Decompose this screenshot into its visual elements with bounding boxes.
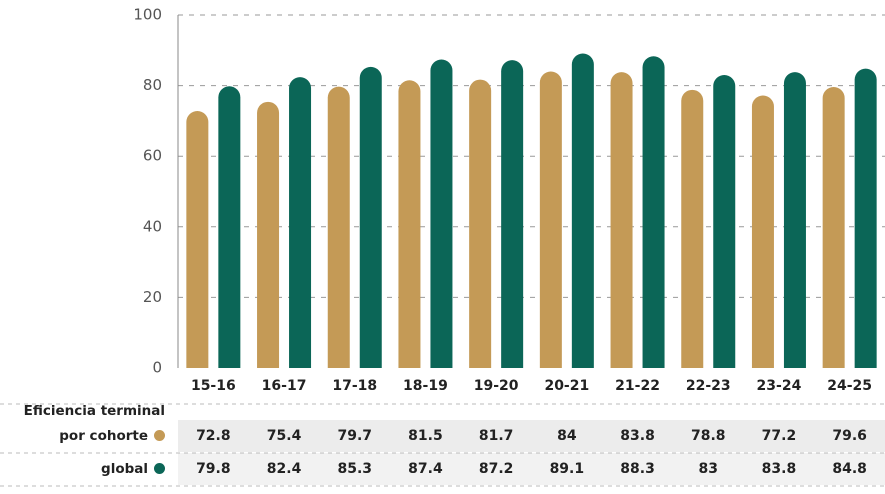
bar	[681, 89, 704, 368]
legend-label: Eficiencia terminal por cohorte	[23, 402, 165, 444]
table-row-bg	[178, 453, 885, 485]
y-tick-label: 60	[143, 147, 162, 165]
x-tick-label: 22-23	[686, 378, 731, 394]
bar	[713, 75, 736, 368]
table-value: 79.7	[337, 428, 372, 444]
table-row-bg	[178, 420, 885, 452]
y-tick-label: 100	[133, 6, 162, 24]
bar	[751, 95, 774, 368]
table-value: 83.8	[620, 428, 655, 444]
table-value: 72.8	[196, 428, 231, 444]
x-tick-label: 19-20	[474, 378, 519, 394]
y-tick-label: 40	[143, 217, 162, 235]
x-tick-label: 18-19	[403, 378, 448, 394]
bar	[610, 72, 633, 368]
table-value: 83.8	[762, 461, 797, 477]
table-value: 79.6	[832, 428, 867, 444]
bar	[822, 87, 845, 369]
x-tick-label: 16-17	[262, 378, 307, 394]
bar	[218, 86, 241, 369]
x-tick-label: 21-22	[615, 378, 660, 394]
bar	[571, 53, 594, 369]
table-value: 87.4	[408, 461, 443, 477]
table-value: 84.8	[832, 461, 867, 477]
legend-dot	[154, 462, 165, 474]
bar	[257, 101, 280, 368]
x-tick-label: 20-21	[544, 378, 589, 394]
x-tick-label: 17-18	[332, 378, 377, 394]
bar	[854, 68, 877, 368]
bar	[642, 56, 665, 369]
y-tick-label: 0	[152, 359, 162, 377]
table-value: 78.8	[691, 428, 726, 444]
bar	[327, 86, 350, 368]
bar	[186, 111, 209, 369]
table-value: 81.5	[408, 428, 443, 444]
table-value: 89.1	[550, 461, 585, 477]
table-value: 77.2	[762, 428, 797, 444]
table-value: 82.4	[267, 461, 302, 477]
x-tick-label: 23-24	[757, 378, 802, 394]
legend-entry: global	[0, 457, 165, 482]
table-value: 75.4	[267, 428, 302, 444]
table-value: 84	[557, 428, 577, 444]
table-value: 88.3	[620, 461, 655, 477]
legend-label: global	[101, 460, 148, 477]
y-tick-label: 20	[143, 288, 162, 306]
table-value: 81.7	[479, 428, 514, 444]
bar	[398, 80, 421, 369]
bar	[469, 79, 492, 368]
x-tick-label: 15-16	[191, 378, 236, 394]
bar	[501, 60, 524, 368]
table-value: 79.8	[196, 461, 231, 477]
bar	[539, 71, 562, 368]
table-value: 85.3	[337, 461, 372, 477]
table-value: 87.2	[479, 461, 514, 477]
bar	[783, 72, 806, 368]
table-value: 83	[699, 461, 718, 477]
bar	[430, 59, 453, 368]
x-tick-label: 24-25	[827, 378, 872, 394]
legend-dot	[154, 429, 165, 441]
bar	[359, 66, 382, 369]
bar	[289, 77, 312, 369]
y-tick-label: 80	[143, 76, 162, 94]
legend-entry: Eficiencia terminal por cohorte	[0, 399, 165, 449]
